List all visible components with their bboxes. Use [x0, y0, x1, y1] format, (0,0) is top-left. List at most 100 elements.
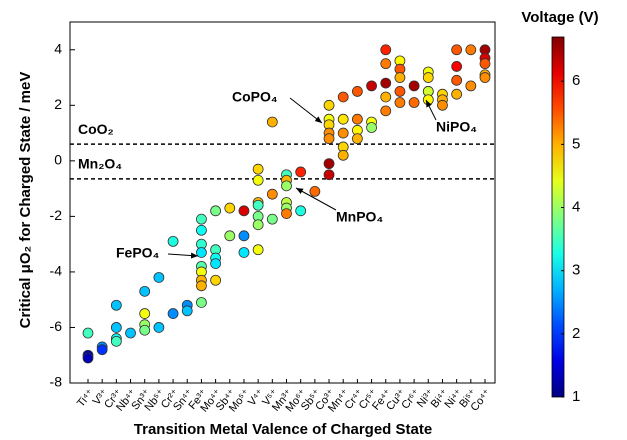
- point: [252, 244, 264, 256]
- point: [210, 258, 222, 269]
- point: [323, 99, 335, 111]
- annotation: FePO₄: [116, 245, 159, 261]
- point: [252, 163, 264, 175]
- point: [408, 97, 420, 108]
- point: [167, 308, 179, 319]
- point: [351, 113, 363, 125]
- point: [224, 202, 236, 214]
- point: [394, 97, 406, 108]
- point: [252, 174, 264, 186]
- point: [465, 80, 477, 92]
- point: [337, 91, 349, 103]
- point: [337, 127, 349, 139]
- y-tick-label: -6: [50, 318, 63, 334]
- y-axis-label: Critical μO₂ for Charged State / meV: [17, 72, 34, 329]
- reference-label: CoO₂: [78, 121, 114, 137]
- point: [337, 149, 349, 161]
- point: [479, 58, 491, 70]
- point: [167, 235, 179, 247]
- point: [408, 80, 420, 92]
- x-axis-label: Transition Metal Valence of Charged Stat…: [134, 421, 432, 438]
- point: [309, 185, 321, 197]
- point: [295, 166, 307, 178]
- point: [380, 105, 392, 117]
- colorbar-tick-label: 5: [572, 135, 580, 152]
- point: [125, 327, 136, 339]
- point: [238, 247, 250, 258]
- point: [266, 213, 278, 225]
- point: [366, 80, 377, 92]
- point: [210, 274, 222, 286]
- annotation-arrow: [295, 187, 337, 211]
- point: [422, 72, 434, 83]
- point: [196, 280, 207, 292]
- point: [422, 94, 434, 106]
- y-tick-label: -2: [50, 207, 63, 223]
- colorbar: [551, 36, 565, 398]
- reference-label: Mn₂O₄: [78, 156, 122, 172]
- point: [281, 208, 292, 220]
- annotation-arrow: [425, 99, 437, 121]
- point: [238, 205, 250, 217]
- y-tick-label: -8: [50, 374, 63, 390]
- point: [153, 272, 165, 283]
- point: [351, 133, 363, 145]
- y-tick-label: 0: [54, 152, 62, 168]
- point: [380, 91, 392, 103]
- plot-frame: [69, 21, 496, 384]
- point: [451, 61, 463, 72]
- point: [281, 180, 292, 192]
- y-tick-label: 4: [54, 40, 62, 56]
- point: [323, 158, 335, 170]
- colorbar-label: Voltage (V): [521, 9, 598, 26]
- point: [366, 122, 377, 133]
- colorbar-tick-label: 6: [572, 72, 580, 89]
- point: [110, 299, 122, 311]
- point: [110, 322, 122, 333]
- point: [323, 169, 335, 181]
- colorbar-tick-label: 1: [572, 388, 580, 405]
- point: [266, 116, 278, 128]
- point: [181, 305, 193, 317]
- point: [295, 205, 307, 217]
- point: [139, 285, 151, 297]
- point: [82, 352, 94, 364]
- point: [196, 297, 207, 308]
- annotation-arrow: [167, 252, 199, 259]
- point: [465, 44, 477, 56]
- point: [351, 86, 363, 97]
- point: [196, 224, 207, 236]
- point: [451, 44, 463, 56]
- point: [337, 113, 349, 125]
- point: [323, 133, 335, 145]
- annotation: NiPO₄: [436, 119, 477, 135]
- point: [224, 230, 236, 242]
- point: [252, 219, 264, 231]
- point: [139, 308, 151, 319]
- point: [82, 327, 94, 339]
- annotation-arrow: [289, 97, 323, 124]
- y-tick-label: 2: [54, 96, 62, 112]
- colorbar-tick-label: 4: [572, 198, 580, 215]
- point: [238, 230, 250, 242]
- point: [252, 199, 264, 211]
- point: [380, 77, 392, 89]
- y-tick-label: -4: [50, 263, 63, 279]
- annotation: CoPO₄: [232, 89, 278, 105]
- point: [196, 213, 207, 225]
- point: [451, 88, 463, 100]
- point: [153, 322, 165, 333]
- point: [96, 344, 108, 356]
- point: [266, 188, 278, 200]
- point: [139, 324, 151, 336]
- colorbar-tick-label: 2: [572, 325, 580, 342]
- point: [437, 99, 448, 111]
- colorbar-tick-label: 3: [572, 262, 580, 279]
- point: [479, 72, 491, 83]
- point: [380, 44, 392, 56]
- point: [210, 205, 222, 217]
- point: [380, 58, 392, 70]
- point: [394, 86, 406, 97]
- point: [451, 74, 463, 86]
